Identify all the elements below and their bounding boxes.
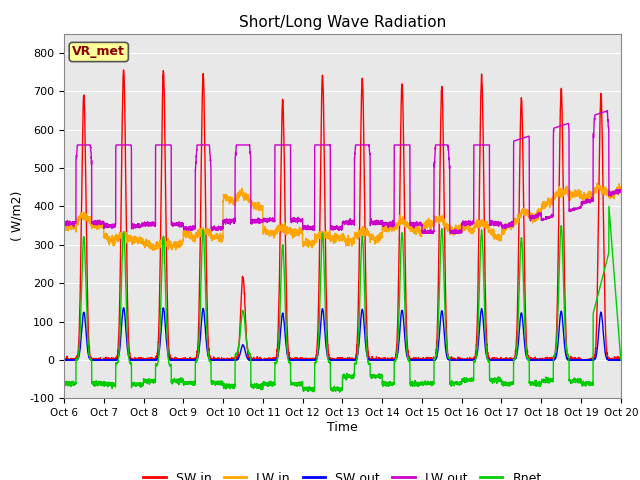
LW in [617, 188, 625, 194]
SW out [60, 357, 68, 363]
SW out [610, 357, 618, 363]
LW in [412, 228, 420, 233]
Rnet [136, 381, 144, 386]
Y-axis label: ( W/m2): ( W/m2) [11, 191, 24, 241]
Rnet [60, 382, 68, 387]
SW in [617, 357, 625, 363]
Line: LW out: LW out [64, 111, 621, 233]
LW out [611, 190, 618, 196]
SW out [136, 357, 144, 362]
LW in [509, 224, 517, 230]
X-axis label: Time: Time [327, 421, 358, 434]
Title: Short/Long Wave Radiation: Short/Long Wave Radiation [239, 15, 446, 30]
LW in [149, 248, 157, 253]
Rnet [509, 381, 517, 387]
LW in [425, 223, 433, 229]
LW out [60, 221, 68, 227]
Rnet [605, 204, 612, 209]
Legend: SW in, LW in, SW out, LW out, Rnet: SW in, LW in, SW out, LW out, Rnet [138, 467, 547, 480]
LW in [593, 180, 601, 186]
Rnet [355, 338, 362, 344]
SW out [355, 347, 362, 353]
Rnet [336, 389, 344, 395]
LW out [355, 142, 362, 148]
Line: SW out: SW out [64, 308, 621, 360]
Text: VR_met: VR_met [72, 46, 125, 59]
Rnet [425, 381, 433, 386]
Rnet [412, 381, 420, 386]
SW out [617, 357, 625, 363]
LW in [611, 195, 618, 201]
Rnet [617, 357, 625, 363]
Rnet [611, 271, 618, 277]
LW out [617, 188, 625, 193]
SW in [412, 356, 420, 361]
SW in [425, 357, 433, 363]
SW out [425, 357, 433, 363]
SW out [120, 305, 127, 311]
SW out [509, 357, 517, 363]
LW out [136, 224, 144, 229]
SW out [412, 357, 420, 362]
LW out [509, 220, 517, 226]
SW in [60, 357, 68, 363]
LW out [420, 230, 428, 236]
LW out [425, 228, 433, 234]
Line: SW in: SW in [64, 70, 621, 360]
LW out [604, 108, 611, 114]
LW in [355, 230, 362, 236]
SW in [355, 301, 362, 307]
SW in [120, 67, 127, 73]
LW out [412, 220, 420, 226]
LW in [136, 237, 144, 243]
SW in [136, 356, 144, 361]
LW in [60, 229, 68, 235]
SW in [509, 357, 517, 363]
Line: Rnet: Rnet [64, 206, 621, 392]
Line: LW in: LW in [64, 183, 621, 251]
SW in [610, 357, 618, 362]
